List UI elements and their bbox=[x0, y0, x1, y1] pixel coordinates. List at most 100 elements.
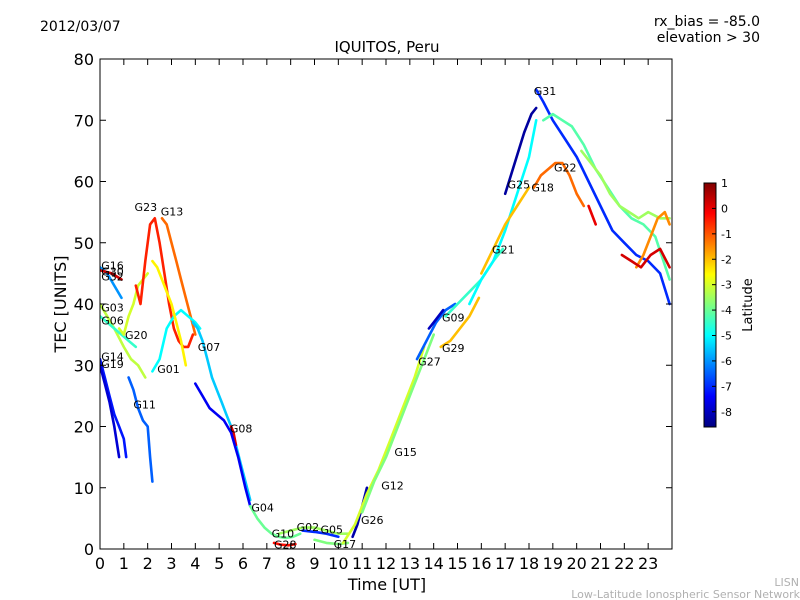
prn-label-g02: G02 bbox=[297, 521, 320, 534]
series-g30 bbox=[100, 268, 123, 281]
series-layer bbox=[100, 88, 671, 547]
series-g18b bbox=[587, 204, 598, 226]
y-tick-label: 60 bbox=[74, 173, 94, 192]
prn-label-g12: G12 bbox=[381, 479, 404, 492]
prn-label-g32: G32 bbox=[101, 270, 124, 283]
prn-label-g10: G10 bbox=[272, 528, 295, 541]
colorbar-tick-label: -5 bbox=[721, 330, 732, 343]
x-tick-label: 14 bbox=[423, 554, 443, 573]
series-g06 bbox=[100, 314, 138, 349]
prn-label-g01: G01 bbox=[157, 363, 180, 376]
x-tick-label: 23 bbox=[638, 554, 658, 573]
y-tick-label: 20 bbox=[74, 418, 94, 437]
prn-label-g13: G13 bbox=[161, 206, 184, 219]
prn-label-g26: G26 bbox=[361, 514, 384, 527]
axis-ticks: 0 1 2 3 4 5 6 7 8 9 10 11 12 13 14 15 16 17 18 19 20 21 22 2301… bbox=[74, 50, 672, 573]
series-g03 bbox=[100, 302, 147, 379]
x-tick-label: 9 bbox=[309, 554, 319, 573]
prn-label-g19: G19 bbox=[101, 358, 124, 371]
prn-label-g07: G07 bbox=[198, 341, 221, 354]
prn-label-g20: G20 bbox=[125, 329, 148, 342]
colorbar bbox=[703, 182, 717, 428]
y-tick-label: 30 bbox=[74, 356, 94, 375]
y-tick-label: 80 bbox=[74, 50, 94, 69]
x-tick-label: 21 bbox=[590, 554, 610, 573]
series-g13 bbox=[160, 217, 197, 336]
x-tick-label: 0 bbox=[95, 554, 105, 573]
prn-label-g21: G21 bbox=[492, 243, 515, 256]
series-g15 bbox=[360, 333, 436, 514]
x-tick-label: 20 bbox=[566, 554, 586, 573]
colorbar-tick-label: -6 bbox=[721, 355, 732, 368]
y-tick-label: 10 bbox=[74, 479, 94, 498]
y-tick-label: 0 bbox=[84, 540, 94, 559]
prn-label-g25: G25 bbox=[508, 179, 531, 192]
x-tick-label: 16 bbox=[471, 554, 491, 573]
y-tick-label: 50 bbox=[74, 234, 94, 253]
x-tick-label: 8 bbox=[286, 554, 296, 573]
prn-label-g30: G30 bbox=[101, 266, 124, 279]
series-g25 bbox=[503, 106, 538, 196]
series-g09 bbox=[427, 308, 445, 330]
series-g04 bbox=[194, 382, 252, 508]
prn-label-g11: G11 bbox=[133, 398, 156, 411]
footer-long: Low-Latitude Ionospheric Sensor Network bbox=[571, 588, 800, 600]
series-g29 bbox=[439, 296, 481, 349]
prn-label-g14: G14 bbox=[101, 351, 124, 364]
series-g11 bbox=[127, 376, 154, 483]
series-g27 bbox=[415, 302, 457, 361]
prn-label-g22: G22 bbox=[554, 161, 577, 174]
colorbar-ticks: 1 0 -1 -2 -3 -4 -5 -6 -7 -8 bbox=[712, 177, 732, 419]
series-g12 bbox=[341, 345, 426, 545]
y-tick-label: 40 bbox=[74, 295, 94, 314]
series-g05 bbox=[301, 529, 340, 539]
prn-label-g16: G16 bbox=[101, 259, 124, 272]
prn-label-g03: G03 bbox=[101, 302, 124, 315]
series-g18 bbox=[532, 161, 586, 208]
prn-label-g23: G23 bbox=[135, 201, 158, 214]
series-g22c bbox=[634, 210, 671, 269]
x-axis-label: Time [UT] bbox=[347, 575, 426, 594]
colorbar-tick-label: -1 bbox=[721, 228, 732, 241]
y-axis-label: TEC [UNITS] bbox=[51, 256, 70, 354]
colorbar-tick-label: -4 bbox=[721, 304, 732, 317]
x-tick-label: 3 bbox=[166, 554, 176, 573]
colorbar-label: Latitude bbox=[741, 278, 756, 332]
colorbar-tick-label: 0 bbox=[721, 202, 728, 215]
x-tick-label: 5 bbox=[214, 554, 224, 573]
prn-label-g18: G18 bbox=[531, 182, 554, 195]
x-tick-label: 12 bbox=[376, 554, 396, 573]
series-g22d bbox=[620, 247, 671, 269]
series-g01 bbox=[151, 308, 202, 373]
series-g21 bbox=[468, 119, 538, 306]
series-g19 bbox=[100, 363, 121, 459]
x-tick-label: 11 bbox=[352, 554, 372, 573]
x-tick-label: 6 bbox=[238, 554, 248, 573]
series-g22b bbox=[580, 149, 671, 220]
chart-title: IQUITOS, Peru bbox=[334, 38, 439, 56]
x-tick-label: 7 bbox=[262, 554, 272, 573]
x-tick-label: 18 bbox=[519, 554, 539, 573]
series-g25b bbox=[479, 186, 531, 275]
series-g14 bbox=[100, 357, 128, 459]
prn-label-g05: G05 bbox=[320, 523, 343, 536]
prn-label-g31: G31 bbox=[534, 85, 557, 98]
prn-label-g17: G17 bbox=[334, 538, 357, 551]
x-tick-label: 15 bbox=[447, 554, 467, 573]
x-tick-label: 2 bbox=[143, 554, 153, 573]
colorbar-tick-label: -7 bbox=[721, 380, 732, 393]
prn-label-g04: G04 bbox=[251, 501, 274, 514]
rx-bias-label: rx_bias = -85.0 bbox=[654, 14, 760, 30]
x-tick-label: 10 bbox=[328, 554, 348, 573]
colorbar-tick-label: 1 bbox=[721, 177, 728, 190]
x-tick-label: 1 bbox=[119, 554, 129, 573]
x-tick-label: 22 bbox=[614, 554, 634, 573]
elevation-label: elevation > 30 bbox=[657, 30, 760, 46]
prn-label-g09: G09 bbox=[442, 311, 465, 324]
series-g02 bbox=[277, 526, 350, 536]
plot-frame bbox=[99, 58, 673, 550]
date-label: 2012/03/07 bbox=[40, 19, 121, 35]
prn-label-g29: G29 bbox=[442, 342, 465, 355]
